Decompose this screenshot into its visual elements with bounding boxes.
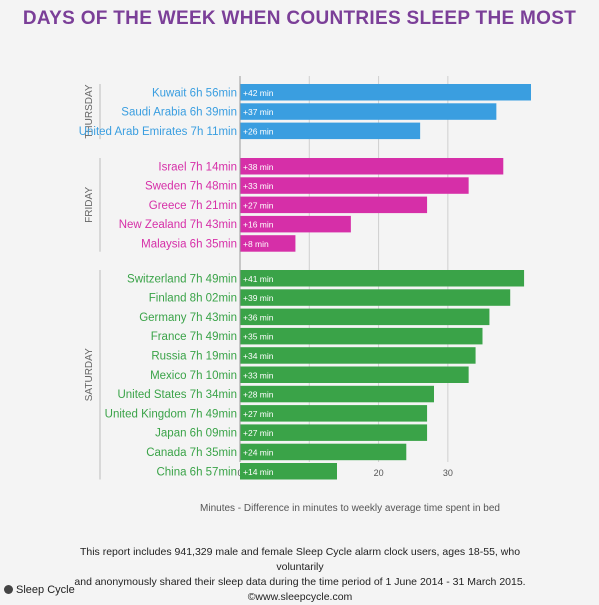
bar-category-label: Malaysia 6h 35min	[141, 238, 237, 250]
bar	[240, 443, 407, 461]
bar-value-label: +27 min	[243, 409, 274, 419]
bar	[240, 215, 351, 233]
bar	[240, 196, 428, 214]
bar-category-label: Israel 7h 14min	[158, 161, 237, 173]
brand-name: Sleep Cycle	[16, 584, 75, 596]
bar-category-label: Sweden 7h 48min	[145, 181, 237, 193]
bar	[240, 308, 490, 326]
bar-value-label: +8 min	[243, 239, 269, 249]
bar-category-label: New Zealand 7h 43min	[119, 219, 237, 231]
footer-copyright: ©www.sleepcycle.com	[247, 591, 353, 603]
bar-category-label: Finland 8h 02min	[149, 293, 237, 305]
bar	[240, 405, 428, 422]
bar	[240, 84, 531, 101]
bar-category-label: Japan 6h 09min	[155, 428, 237, 440]
bar-category-label: China 6h 57min	[156, 466, 237, 478]
bar	[240, 347, 476, 364]
group-label-friday: FRIDAY	[84, 187, 95, 223]
footer-note: This report includes 941,329 male and fe…	[60, 545, 540, 605]
bar	[240, 158, 504, 175]
group-label-saturday: SATURDAY	[84, 348, 95, 401]
bar-value-label: +41 min	[243, 274, 274, 284]
bar-category-label: Germany 7h 43min	[139, 312, 237, 324]
x-tick-label: 30	[443, 468, 453, 478]
bar-chart: 0102030Minutes - Difference in minutes t…	[79, 76, 531, 514]
bar-value-label: +27 min	[243, 200, 274, 210]
bar	[240, 385, 434, 403]
bar	[240, 366, 469, 383]
bar-value-label: +16 min	[243, 220, 274, 230]
bar-category-label: Greece 7h 21min	[149, 200, 237, 212]
bar-value-label: +24 min	[243, 447, 274, 457]
bar-category-label: United States 7h 34min	[117, 389, 237, 401]
bar-category-label: Mexico 7h 10min	[150, 370, 237, 382]
bar-value-label: +26 min	[243, 126, 274, 136]
bar-value-label: +38 min	[243, 162, 274, 172]
bar-category-label: Kuwait 6h 56min	[152, 87, 237, 99]
bar-value-label: +39 min	[243, 293, 274, 303]
bar-category-label: France 7h 49min	[151, 331, 237, 343]
chart-title: DAYS OF THE WEEK WHEN COUNTRIES SLEEP TH…	[22, 8, 577, 29]
brand-logo: Sleep Cycle	[4, 584, 75, 596]
bar-value-label: +37 min	[243, 107, 274, 117]
bar	[240, 463, 337, 480]
sleep-cycle-logo-icon	[4, 585, 13, 594]
bar-category-label: United Arab Emirates 7h 11min	[79, 126, 237, 138]
bar-category-label: Switzerland 7h 49min	[127, 273, 237, 285]
bar-value-label: +35 min	[243, 332, 274, 342]
bar-value-label: +36 min	[243, 312, 274, 322]
x-tick-label: 20	[374, 468, 384, 478]
bar	[240, 270, 525, 287]
bar-value-label: +27 min	[243, 428, 274, 438]
bar	[240, 424, 428, 441]
footer-line-2: and anonymously shared their sleep data …	[74, 576, 526, 588]
bar-category-label: Saudi Arabia 6h 39min	[121, 107, 237, 119]
bar-category-label: United Kingdom 7h 49min	[105, 408, 237, 420]
bar	[240, 122, 421, 140]
bar	[240, 103, 497, 120]
bar-value-label: +33 min	[243, 370, 274, 380]
footer-line-1: This report includes 941,329 male and fe…	[79, 546, 521, 573]
bar-category-label: Canada 7h 35min	[146, 447, 237, 459]
bar-value-label: +14 min	[243, 467, 274, 477]
bar	[240, 235, 296, 252]
bar	[240, 289, 511, 306]
bar-category-label: Russia 7h 19min	[151, 350, 237, 362]
x-axis-label: Minutes - Difference in minutes to weekl…	[200, 503, 500, 514]
bar-value-label: +42 min	[243, 88, 274, 98]
bar	[240, 327, 483, 345]
bar	[240, 177, 469, 194]
bar-value-label: +28 min	[243, 390, 274, 400]
group-label-thursday: THURSDAY	[84, 84, 95, 139]
bar-value-label: +34 min	[243, 351, 274, 361]
bar-value-label: +33 min	[243, 181, 274, 191]
